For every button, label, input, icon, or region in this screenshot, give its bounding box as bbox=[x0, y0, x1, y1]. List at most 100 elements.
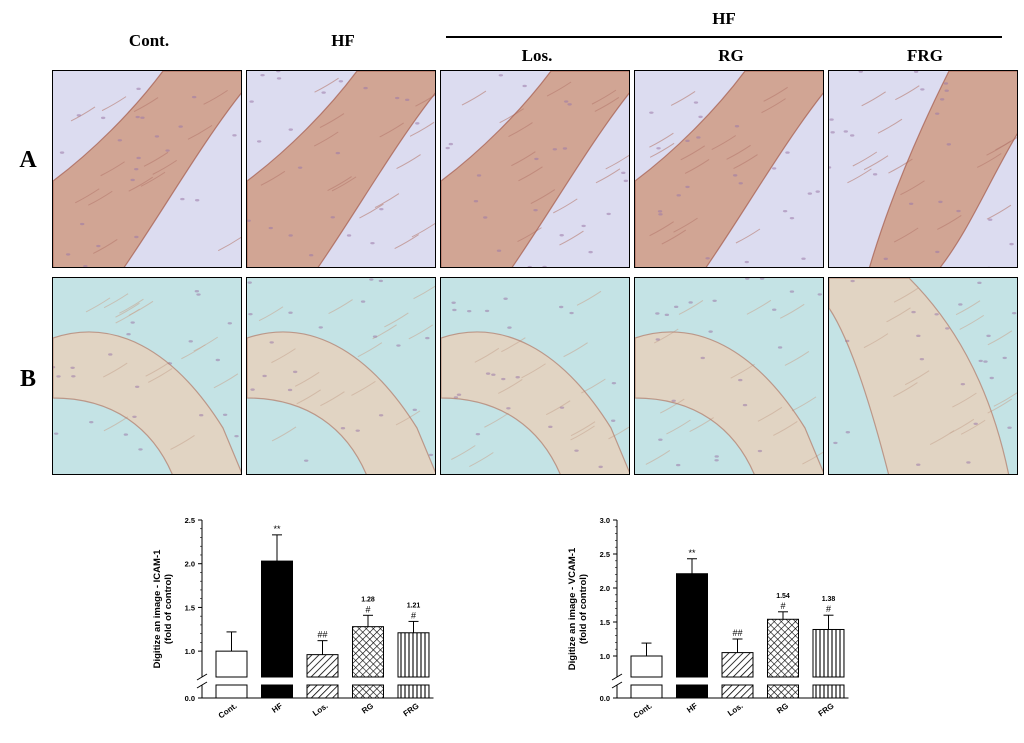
vcam1-bar-chart: 0.0 1.0 1.5 2.0 2.5 3.0 Digitize an image - VC… bbox=[555, 508, 885, 743]
bar-frg: #1.38 bbox=[813, 596, 844, 698]
bar-base bbox=[631, 685, 662, 698]
icam1-bar-chart: 0.0 1.0 1.5 2.0 2.5 Digitize an image - ICAM-… bbox=[140, 508, 470, 743]
column-label-los: Los. bbox=[440, 46, 634, 66]
bar-los: ## bbox=[722, 628, 753, 698]
bar bbox=[768, 619, 799, 677]
column-label-cont: Cont. bbox=[52, 31, 246, 51]
micrograph-image bbox=[53, 71, 242, 268]
bar bbox=[677, 574, 708, 677]
group-label-hf: HF bbox=[627, 9, 821, 29]
x-tick-label: FRG bbox=[817, 701, 836, 718]
y-axis-label-unit: (fold of control) bbox=[578, 574, 589, 644]
y-tick-label: 2.5 bbox=[185, 516, 195, 525]
significance-marker: ** bbox=[273, 524, 281, 534]
bar-base bbox=[262, 685, 293, 698]
bar-base bbox=[677, 685, 708, 698]
bar-base bbox=[216, 685, 247, 698]
bar bbox=[262, 561, 293, 677]
micrograph-b-cont bbox=[52, 277, 242, 475]
x-tick-label: Los. bbox=[311, 701, 330, 718]
bar-cont bbox=[631, 643, 662, 698]
micrograph-b-rg bbox=[634, 277, 824, 475]
micrograph-b-hf bbox=[246, 277, 436, 475]
hf-group-rule bbox=[446, 36, 1002, 38]
x-tick-label: Cont. bbox=[217, 701, 239, 720]
bar bbox=[631, 656, 662, 677]
micrograph-a-los bbox=[440, 70, 630, 268]
value-label: 1.54 bbox=[776, 593, 790, 600]
y-axis-label: Digitize an image - ICAM-1 bbox=[152, 549, 163, 668]
vcam1-chart-svg: 0.0 1.0 1.5 2.0 2.5 3.0 Digitize an image - VC… bbox=[555, 508, 885, 738]
significance-marker: ** bbox=[688, 548, 696, 558]
micrograph-image bbox=[53, 278, 242, 475]
bar-frg: #1.21 bbox=[398, 602, 429, 698]
bar bbox=[307, 655, 338, 677]
bar-base bbox=[398, 685, 429, 698]
significance-marker: # bbox=[411, 610, 416, 620]
y-axis bbox=[612, 520, 622, 698]
significance-marker: ## bbox=[317, 630, 327, 640]
bar-hf: ** bbox=[262, 524, 293, 698]
y-tick-label: 1.5 bbox=[600, 618, 610, 627]
row-label-b: B bbox=[16, 366, 40, 393]
significance-marker: # bbox=[826, 604, 831, 614]
micrograph-b-frg bbox=[828, 277, 1018, 475]
bar bbox=[353, 627, 384, 677]
column-label-rg: RG bbox=[634, 46, 828, 66]
y-tick-label: 0.0 bbox=[600, 694, 610, 703]
column-label-hf: HF bbox=[246, 31, 440, 51]
bar-base bbox=[353, 685, 384, 698]
micrograph-image bbox=[247, 278, 436, 475]
micrograph-image bbox=[635, 278, 824, 475]
y-tick-label: 2.0 bbox=[185, 560, 195, 569]
row-label-a: A bbox=[16, 147, 40, 174]
y-tick-label: 0.0 bbox=[185, 694, 195, 703]
micrograph-a-hf bbox=[246, 70, 436, 268]
x-tick-label: RG bbox=[775, 701, 790, 715]
bar-hf: ** bbox=[677, 548, 708, 698]
y-tick-label: 2.5 bbox=[600, 550, 610, 559]
x-tick-label: HF bbox=[270, 701, 284, 715]
micrograph-image bbox=[441, 71, 630, 268]
bar bbox=[722, 653, 753, 677]
bar bbox=[398, 633, 429, 677]
micrograph-image bbox=[247, 71, 436, 268]
column-label-frg: FRG bbox=[828, 46, 1022, 66]
icam1-chart-svg: 0.0 1.0 1.5 2.0 2.5 Digitize an image - ICAM-… bbox=[140, 508, 470, 738]
significance-marker: # bbox=[780, 601, 785, 611]
x-tick-label: FRG bbox=[402, 701, 421, 718]
significance-marker: # bbox=[365, 604, 370, 614]
y-tick-label: 1.5 bbox=[185, 603, 195, 612]
significance-marker: ## bbox=[732, 628, 742, 638]
y-tick-label: 1.0 bbox=[600, 652, 610, 661]
bar-base bbox=[307, 685, 338, 698]
y-axis-label: Digitize an image - VCAM-1 bbox=[567, 547, 578, 670]
bar bbox=[813, 629, 844, 677]
micrograph-image bbox=[829, 278, 1018, 475]
x-tick-label: RG bbox=[360, 701, 375, 715]
bar-rg: #1.54 bbox=[768, 593, 799, 698]
micrograph-b-los bbox=[440, 277, 630, 475]
value-label: 1.21 bbox=[407, 602, 421, 609]
x-tick-label: Los. bbox=[726, 701, 745, 718]
x-tick-label: HF bbox=[685, 701, 699, 715]
x-tick-label: Cont. bbox=[632, 701, 654, 720]
bar-base bbox=[722, 685, 753, 698]
value-label: 1.38 bbox=[822, 596, 836, 603]
bar bbox=[216, 651, 247, 677]
value-label: 1.28 bbox=[361, 596, 375, 603]
y-tick-label: 1.0 bbox=[185, 647, 195, 656]
micrograph-a-cont bbox=[52, 70, 242, 268]
bar-cont bbox=[216, 632, 247, 698]
micrograph-a-rg bbox=[634, 70, 824, 268]
bar-rg: #1.28 bbox=[353, 596, 384, 698]
y-axis bbox=[197, 520, 207, 698]
y-tick-label: 3.0 bbox=[600, 516, 610, 525]
micrograph-image bbox=[829, 71, 1018, 268]
y-tick-label: 2.0 bbox=[600, 584, 610, 593]
micrograph-a-frg bbox=[828, 70, 1018, 268]
y-axis-label-unit: (fold of control) bbox=[163, 574, 174, 644]
bar-los: ## bbox=[307, 630, 338, 698]
bar-base bbox=[813, 685, 844, 698]
bar-base bbox=[768, 685, 799, 698]
